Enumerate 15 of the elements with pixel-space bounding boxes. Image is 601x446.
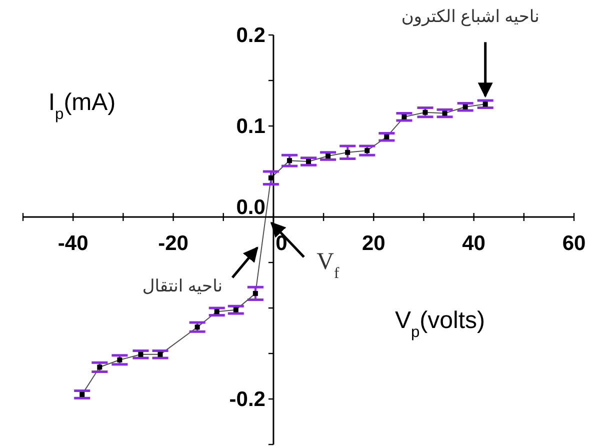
x-tick-label: 0 [276,232,288,255]
y-tick-label: 0.1 [236,115,266,138]
y-tick-label: -0.2 [229,388,266,411]
x-tick-label: 20 [362,232,386,255]
x-tick-label: 40 [462,232,486,255]
x-tick-label: 60 [562,232,586,255]
y-tick-label: 0.2 [236,24,266,47]
x-axis-title: V$_{p}$(volts) [394,307,486,340]
y-axis-title: I$_{p}$(mA) [48,89,116,122]
annotation: ناحیه انتقال [142,276,222,296]
x-tick-label: -40 [58,232,88,255]
annotation: ناحیه اشباع الکترون [401,7,540,28]
y-tick-label: 0.0 [236,196,266,219]
annotation: ناحیه اشباع الکترون [401,7,540,98]
annotation: V$_{f}$ [316,249,340,282]
